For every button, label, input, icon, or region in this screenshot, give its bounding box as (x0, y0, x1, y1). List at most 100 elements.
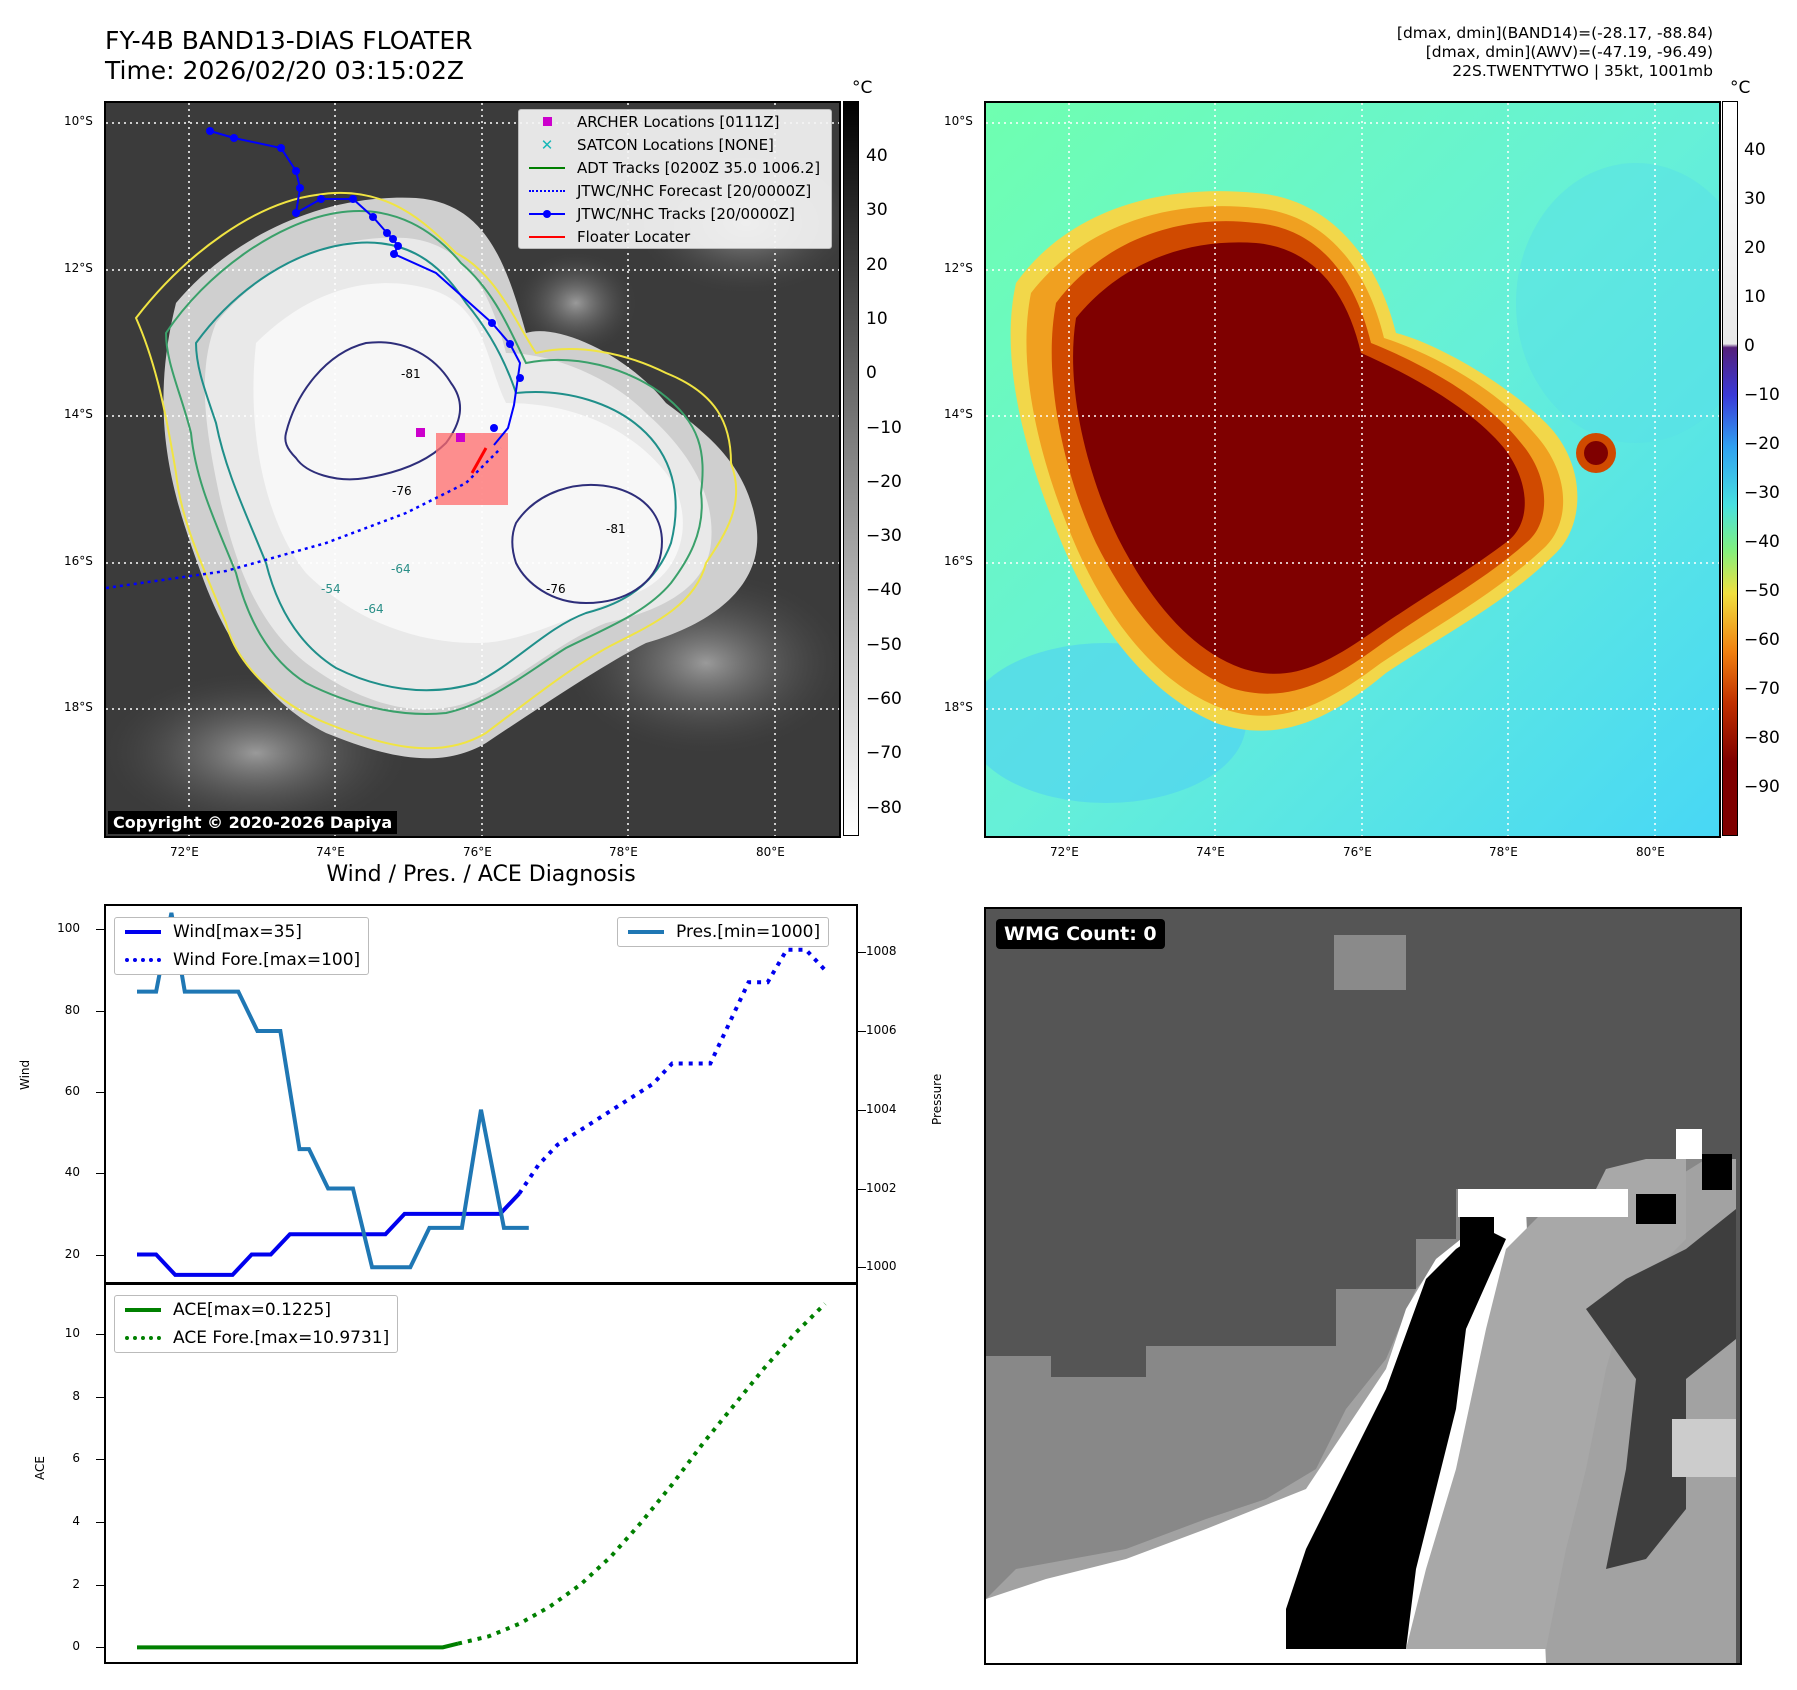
wind-legend: Wind[max=35] Wind Fore.[max=100] (114, 917, 370, 975)
colorbar-tick-label: −60 (1744, 630, 1780, 650)
lon-label: 76°E (1343, 845, 1372, 859)
solid-line-icon (125, 930, 161, 934)
colorbar-tick-label: −90 (1744, 777, 1780, 797)
colorbar-tick-label: 20 (866, 254, 888, 275)
wmg-panel: WMG Count: 0 (984, 907, 1742, 1665)
legend-item-tracks: JTWC/NHC Tracks [20/0000Z] (519, 202, 831, 225)
figure-title: FY-4B BAND13-DIAS FLOATER (105, 26, 473, 55)
header-storm-info: 22S.TWENTYTWO | 35kt, 1001mb (1452, 62, 1713, 80)
series-line-ace-max-0-1225- (137, 1641, 459, 1650)
pressure-tick-mark (858, 952, 866, 954)
ace-tick-label: 8 (72, 1388, 80, 1403)
lat-label: 10°S (64, 114, 93, 128)
lon-label: 80°E (756, 845, 785, 859)
wind-tick-mark (96, 1254, 104, 1256)
ace-tick-label: 4 (72, 1514, 80, 1529)
wind-axis-label: Wind (18, 1059, 32, 1090)
jtwc-forecast-track (106, 447, 502, 590)
lat-label: 18°S (64, 700, 93, 714)
colorbar-tick-label: 0 (1744, 336, 1755, 356)
contour-label: -76 (392, 484, 412, 498)
pressure-tick-mark (858, 1188, 866, 1190)
ace-tick-label: 10 (64, 1326, 80, 1341)
colorbar-tick-label: −70 (1744, 679, 1780, 699)
wind-tick-mark (96, 1010, 104, 1012)
pressure-tick-label: 1008 (866, 944, 897, 959)
legend-item-ace-forecast: ACE Fore.[max=10.9731] (115, 1324, 397, 1352)
floater-locater-box (436, 433, 508, 505)
colorbar-tick-label: −10 (1744, 385, 1780, 405)
contour-label: -81 (606, 522, 626, 536)
colorbar-tick-label: −20 (866, 471, 902, 492)
dotted-line-icon (529, 189, 565, 192)
wmg-count-badge: WMG Count: 0 (996, 919, 1165, 949)
wind-tick-label: 40 (64, 1165, 80, 1180)
pressure-tick-label: 1000 (866, 1259, 897, 1274)
dotted-line-icon (125, 958, 161, 962)
series-line-wind-fore-max-100- (517, 947, 827, 1195)
lat-label: 10°S (944, 114, 973, 128)
line-dot-icon (529, 209, 565, 218)
header-band14-range: [dmax, dmin](BAND14)=(-28.17, -88.84) (1396, 24, 1713, 42)
legend-item-floater: Floater Locater (519, 225, 831, 248)
diagnosis-title: Wind / Pres. / ACE Diagnosis (326, 862, 636, 887)
colorbar-tick-label: −30 (1744, 483, 1780, 503)
floater-locater-line (470, 447, 488, 474)
legend-item-wind-forecast: Wind Fore.[max=100] (115, 946, 368, 974)
colorbar-tick-label: −30 (866, 526, 902, 547)
colorbar-tick-label: −20 (1744, 434, 1780, 454)
wind-tick-label: 80 (64, 1002, 80, 1017)
awv-colorbar (1722, 101, 1738, 836)
contour-cold-navy-2 (511, 483, 663, 605)
ir-colorbar-unit: °C (852, 78, 873, 98)
lon-label: 72°E (170, 845, 199, 859)
lon-label: 72°E (1050, 845, 1079, 859)
ace-tick-mark (96, 1459, 104, 1461)
colorbar-tick-label: 30 (1744, 189, 1766, 209)
pressure-axis-label: Pressure (930, 1073, 944, 1125)
header-awv-range: [dmax, dmin](AWV)=(-47.19, -96.49) (1425, 43, 1713, 61)
ir-satellite-map: -81 -76 -64 -54 -64 -81 -76 ARCHER Locat… (104, 101, 841, 838)
pressure-tick-label: 1004 (866, 1101, 897, 1116)
contour-label: -54 (321, 582, 341, 596)
lon-label: 80°E (1636, 845, 1665, 859)
series-line-wind-max-35- (137, 1192, 521, 1277)
wind-tick-label: 60 (64, 1083, 80, 1098)
wind-tick-mark (96, 1091, 104, 1093)
jtwc-track-points (206, 127, 524, 432)
square-marker-icon (542, 117, 552, 126)
lat-label: 16°S (944, 554, 973, 568)
colorbar-tick-label: −10 (866, 417, 902, 438)
lon-label: 78°E (609, 845, 638, 859)
series-line-pres-min-1000- (137, 912, 529, 1270)
contour-label: -81 (401, 367, 421, 381)
ace-tick-mark (96, 1584, 104, 1586)
lon-label: 74°E (1196, 845, 1225, 859)
colorbar-tick-label: −50 (1744, 581, 1780, 601)
legend-item-forecast: JTWC/NHC Forecast [20/0000Z] (519, 179, 831, 202)
archer-marker (416, 428, 425, 437)
solid-line-icon (628, 930, 664, 934)
ace-tick-label: 2 (72, 1576, 80, 1591)
ace-tick-mark (96, 1396, 104, 1398)
legend-item-archer: ARCHER Locations [0111Z] (519, 110, 831, 133)
dotted-line-icon (125, 1336, 161, 1340)
wind-tick-label: 20 (64, 1246, 80, 1261)
x-marker-icon: ✕ (540, 135, 554, 154)
lon-label: 74°E (316, 845, 345, 859)
colorbar-tick-label: 40 (1744, 140, 1766, 160)
pressure-tick-label: 1002 (866, 1180, 897, 1195)
solid-line-icon (529, 166, 565, 169)
lon-label: 78°E (1489, 845, 1518, 859)
wind-tick-mark (96, 929, 104, 931)
ace-tick-mark (96, 1334, 104, 1336)
legend-item-pressure: Pres.[min=1000] (618, 918, 828, 946)
colorbar-tick-label: 10 (1744, 287, 1766, 307)
wind-tick-mark (96, 1173, 104, 1175)
solid-line-icon (125, 1308, 161, 1312)
colorbar-tick-label: 40 (866, 146, 888, 166)
series-line-ace-fore-max-10-9731- (457, 1302, 827, 1646)
colorbar-tick-label: −70 (866, 743, 902, 764)
pressure-tick-mark (858, 1109, 866, 1111)
lon-label: 76°E (463, 845, 492, 859)
